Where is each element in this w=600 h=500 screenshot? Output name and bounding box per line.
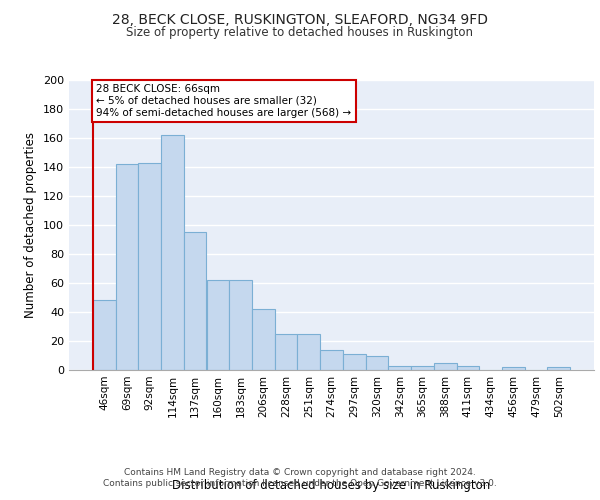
Bar xyxy=(388,366,411,370)
X-axis label: Distribution of detached houses by size in Ruskington: Distribution of detached houses by size … xyxy=(172,480,491,492)
Bar xyxy=(298,334,320,370)
Bar xyxy=(161,135,184,370)
Bar xyxy=(343,354,365,370)
Bar xyxy=(457,366,479,370)
Text: 28, BECK CLOSE, RUSKINGTON, SLEAFORD, NG34 9FD: 28, BECK CLOSE, RUSKINGTON, SLEAFORD, NG… xyxy=(112,12,488,26)
Bar xyxy=(93,300,116,370)
Text: Contains HM Land Registry data © Crown copyright and database right 2024.
Contai: Contains HM Land Registry data © Crown c… xyxy=(103,468,497,487)
Bar xyxy=(116,164,139,370)
Bar xyxy=(184,232,206,370)
Text: 28 BECK CLOSE: 66sqm
← 5% of detached houses are smaller (32)
94% of semi-detach: 28 BECK CLOSE: 66sqm ← 5% of detached ho… xyxy=(96,84,352,117)
Bar xyxy=(275,334,298,370)
Bar xyxy=(547,367,570,370)
Bar xyxy=(320,350,343,370)
Bar xyxy=(206,280,229,370)
Bar xyxy=(365,356,388,370)
Bar xyxy=(434,363,457,370)
Bar xyxy=(229,280,252,370)
Text: Size of property relative to detached houses in Ruskington: Size of property relative to detached ho… xyxy=(127,26,473,39)
Bar xyxy=(252,309,275,370)
Bar xyxy=(139,162,161,370)
Bar xyxy=(502,367,524,370)
Y-axis label: Number of detached properties: Number of detached properties xyxy=(25,132,37,318)
Bar xyxy=(411,366,434,370)
